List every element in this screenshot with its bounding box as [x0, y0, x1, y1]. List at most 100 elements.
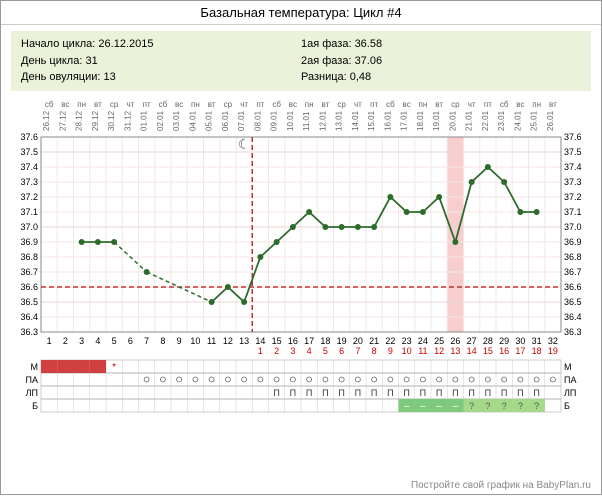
svg-text:–: –: [404, 401, 410, 412]
svg-text:П: П: [355, 388, 361, 398]
svg-text:сб: сб: [386, 100, 395, 109]
svg-text:21.01: 21.01: [465, 110, 474, 131]
svg-text:чт: чт: [354, 100, 362, 109]
svg-text:32: 32: [548, 336, 558, 346]
svg-text:пн: пн: [419, 100, 428, 109]
svg-text:П: П: [468, 388, 474, 398]
svg-text:13: 13: [239, 336, 249, 346]
svg-text:18: 18: [532, 346, 542, 356]
svg-text:–: –: [420, 401, 426, 412]
svg-text:П: П: [322, 388, 328, 398]
svg-text:37.3: 37.3: [20, 177, 38, 187]
svg-text:12: 12: [223, 336, 233, 346]
svg-text:37.1: 37.1: [20, 207, 38, 217]
svg-text:29: 29: [499, 336, 509, 346]
svg-text:36.6: 36.6: [564, 282, 582, 292]
svg-text:П: П: [452, 388, 458, 398]
svg-text:11: 11: [418, 346, 427, 356]
svg-text:вс: вс: [516, 100, 524, 109]
svg-text:13.01: 13.01: [335, 110, 344, 131]
svg-text:сб: сб: [45, 100, 54, 109]
svg-text:4: 4: [307, 346, 312, 356]
svg-text:28: 28: [483, 336, 493, 346]
svg-text:36.5: 36.5: [20, 297, 38, 307]
svg-text:18.01: 18.01: [416, 110, 425, 131]
svg-text:М: М: [564, 362, 572, 372]
svg-text:чт: чт: [126, 100, 134, 109]
svg-text:Б: Б: [32, 401, 38, 411]
footer: Постройте свой график на BabyPlan.ru: [1, 477, 601, 494]
svg-text:?: ?: [518, 401, 523, 411]
svg-text:28.12: 28.12: [75, 110, 84, 131]
svg-text:пт: пт: [256, 100, 264, 109]
svg-text:31: 31: [532, 336, 542, 346]
svg-text:3: 3: [290, 346, 295, 356]
svg-text:36.3: 36.3: [20, 327, 38, 337]
svg-text:37.1: 37.1: [564, 207, 582, 217]
svg-text:37.3: 37.3: [564, 177, 582, 187]
info-row: День овуляции: 13: [21, 69, 301, 86]
svg-text:*: *: [112, 362, 116, 373]
svg-text:26.12: 26.12: [42, 110, 51, 131]
svg-text:П: П: [273, 388, 279, 398]
svg-text:пт: пт: [484, 100, 492, 109]
svg-text:вт: вт: [208, 100, 216, 109]
svg-text:30.12: 30.12: [107, 110, 116, 131]
svg-text:чт: чт: [240, 100, 248, 109]
svg-text:23: 23: [402, 336, 412, 346]
svg-text:вс: вс: [175, 100, 183, 109]
svg-text:19: 19: [548, 346, 558, 356]
svg-text:17.01: 17.01: [400, 110, 409, 131]
svg-text:вт: вт: [322, 100, 330, 109]
svg-text:12: 12: [434, 346, 444, 356]
svg-text:П: П: [306, 388, 312, 398]
svg-text:7: 7: [355, 346, 360, 356]
svg-text:37.6: 37.6: [564, 132, 582, 142]
svg-text:пн: пн: [191, 100, 200, 109]
svg-text:23.01: 23.01: [497, 110, 506, 131]
svg-text:вс: вс: [403, 100, 411, 109]
svg-text:1: 1: [258, 346, 263, 356]
svg-text:37.2: 37.2: [564, 192, 582, 202]
svg-text:вс: вс: [61, 100, 69, 109]
svg-text:17: 17: [515, 346, 525, 356]
svg-text:8: 8: [372, 346, 377, 356]
svg-text:8: 8: [160, 336, 165, 346]
svg-text:сб: сб: [159, 100, 168, 109]
svg-text:П: П: [387, 388, 393, 398]
svg-text:27.12: 27.12: [58, 110, 67, 131]
svg-text:26: 26: [450, 336, 460, 346]
svg-text:6: 6: [339, 346, 344, 356]
svg-text:3: 3: [79, 336, 84, 346]
svg-text:?: ?: [534, 401, 539, 411]
svg-text:19.01: 19.01: [432, 110, 441, 131]
svg-text:02.01: 02.01: [156, 110, 165, 131]
svg-text:14: 14: [255, 336, 265, 346]
info-row: Начало цикла: 26.12.2015: [21, 36, 301, 53]
svg-text:31.12: 31.12: [123, 110, 132, 131]
svg-text:37.4: 37.4: [20, 162, 38, 172]
svg-text:пн: пн: [305, 100, 314, 109]
svg-text:16.01: 16.01: [383, 110, 392, 131]
svg-text:37.0: 37.0: [564, 222, 582, 232]
svg-text:36.7: 36.7: [20, 267, 38, 277]
svg-text:–: –: [453, 401, 459, 412]
svg-text:19: 19: [337, 336, 347, 346]
svg-text:сб: сб: [500, 100, 509, 109]
svg-text:П: П: [517, 388, 523, 398]
svg-text:36.9: 36.9: [20, 237, 38, 247]
svg-text:22: 22: [385, 336, 395, 346]
svg-text:11: 11: [207, 336, 216, 346]
svg-text:?: ?: [502, 401, 507, 411]
info-left-col: Начало цикла: 26.12.2015День цикла: 31Де…: [21, 36, 301, 86]
svg-text:6: 6: [128, 336, 133, 346]
svg-text:13: 13: [450, 346, 460, 356]
svg-text:04.01: 04.01: [188, 110, 197, 131]
svg-text:36.8: 36.8: [20, 252, 38, 262]
svg-text:30: 30: [515, 336, 525, 346]
svg-text:10: 10: [190, 336, 200, 346]
svg-text:сб: сб: [272, 100, 281, 109]
svg-text:1: 1: [47, 336, 52, 346]
svg-text:36.6: 36.6: [20, 282, 38, 292]
svg-text:вс: вс: [289, 100, 297, 109]
